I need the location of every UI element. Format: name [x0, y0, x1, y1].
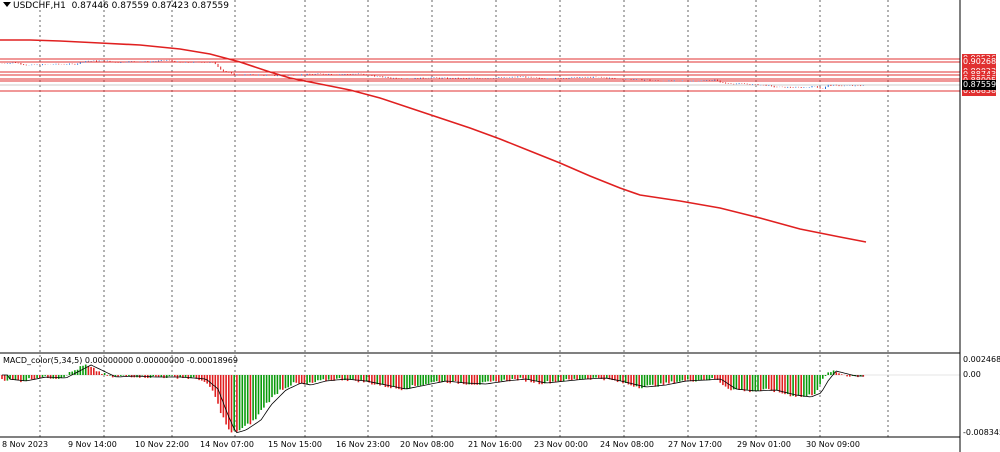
time-tick-label: 23 Nov 00:00	[534, 440, 588, 449]
time-tick-label: 14 Nov 07:00	[200, 440, 254, 449]
time-tick-label: 29 Nov 01:00	[737, 440, 791, 449]
moving-average-line	[0, 39, 867, 243]
chart-header[interactable]: USDCHF,H1 0.87446 0.87559 0.87423 0.8755…	[3, 1, 229, 11]
horizontal-levels[interactable]	[0, 58, 960, 92]
time-tick-label: 24 Nov 08:00	[600, 440, 654, 449]
macd-tick-label: 0.0024685	[963, 355, 1000, 364]
level-price-label: 0.90268	[962, 57, 997, 67]
level-price-label: 0.86838	[962, 86, 997, 96]
time-tick-label: 15 Nov 15:00	[268, 440, 322, 449]
time-tick-label: 30 Nov 09:00	[806, 440, 860, 449]
time-tick-label: 21 Nov 16:00	[468, 440, 522, 449]
time-tick-label: 16 Nov 23:00	[336, 440, 390, 449]
macd-signal-line	[2, 364, 864, 434]
time-tick-label: 10 Nov 22:00	[135, 440, 189, 449]
symbol-label: USDCHF,H1	[13, 1, 66, 11]
time-tick-label: 9 Nov 14:00	[68, 440, 117, 449]
current-price-label: 0.87559	[962, 80, 997, 90]
time-tick-label: 8 Nov 2023	[2, 440, 49, 449]
time-tick-label: 27 Nov 17:00	[668, 440, 722, 449]
time-tick-label: 20 Nov 08:00	[400, 440, 454, 449]
macd-tick-label: 0.00	[963, 370, 981, 379]
candlesticks	[1, 59, 864, 90]
macd-tick-label: -0.0083453	[963, 428, 1000, 437]
dropdown-triangle-icon[interactable]	[3, 2, 11, 7]
macd-histogram	[0, 364, 960, 433]
macd-label: MACD_color(5,34,5) 0.00000000 0.00000000…	[3, 356, 238, 365]
ohlc-values: 0.87446 0.87559 0.87423 0.87559	[71, 1, 230, 11]
